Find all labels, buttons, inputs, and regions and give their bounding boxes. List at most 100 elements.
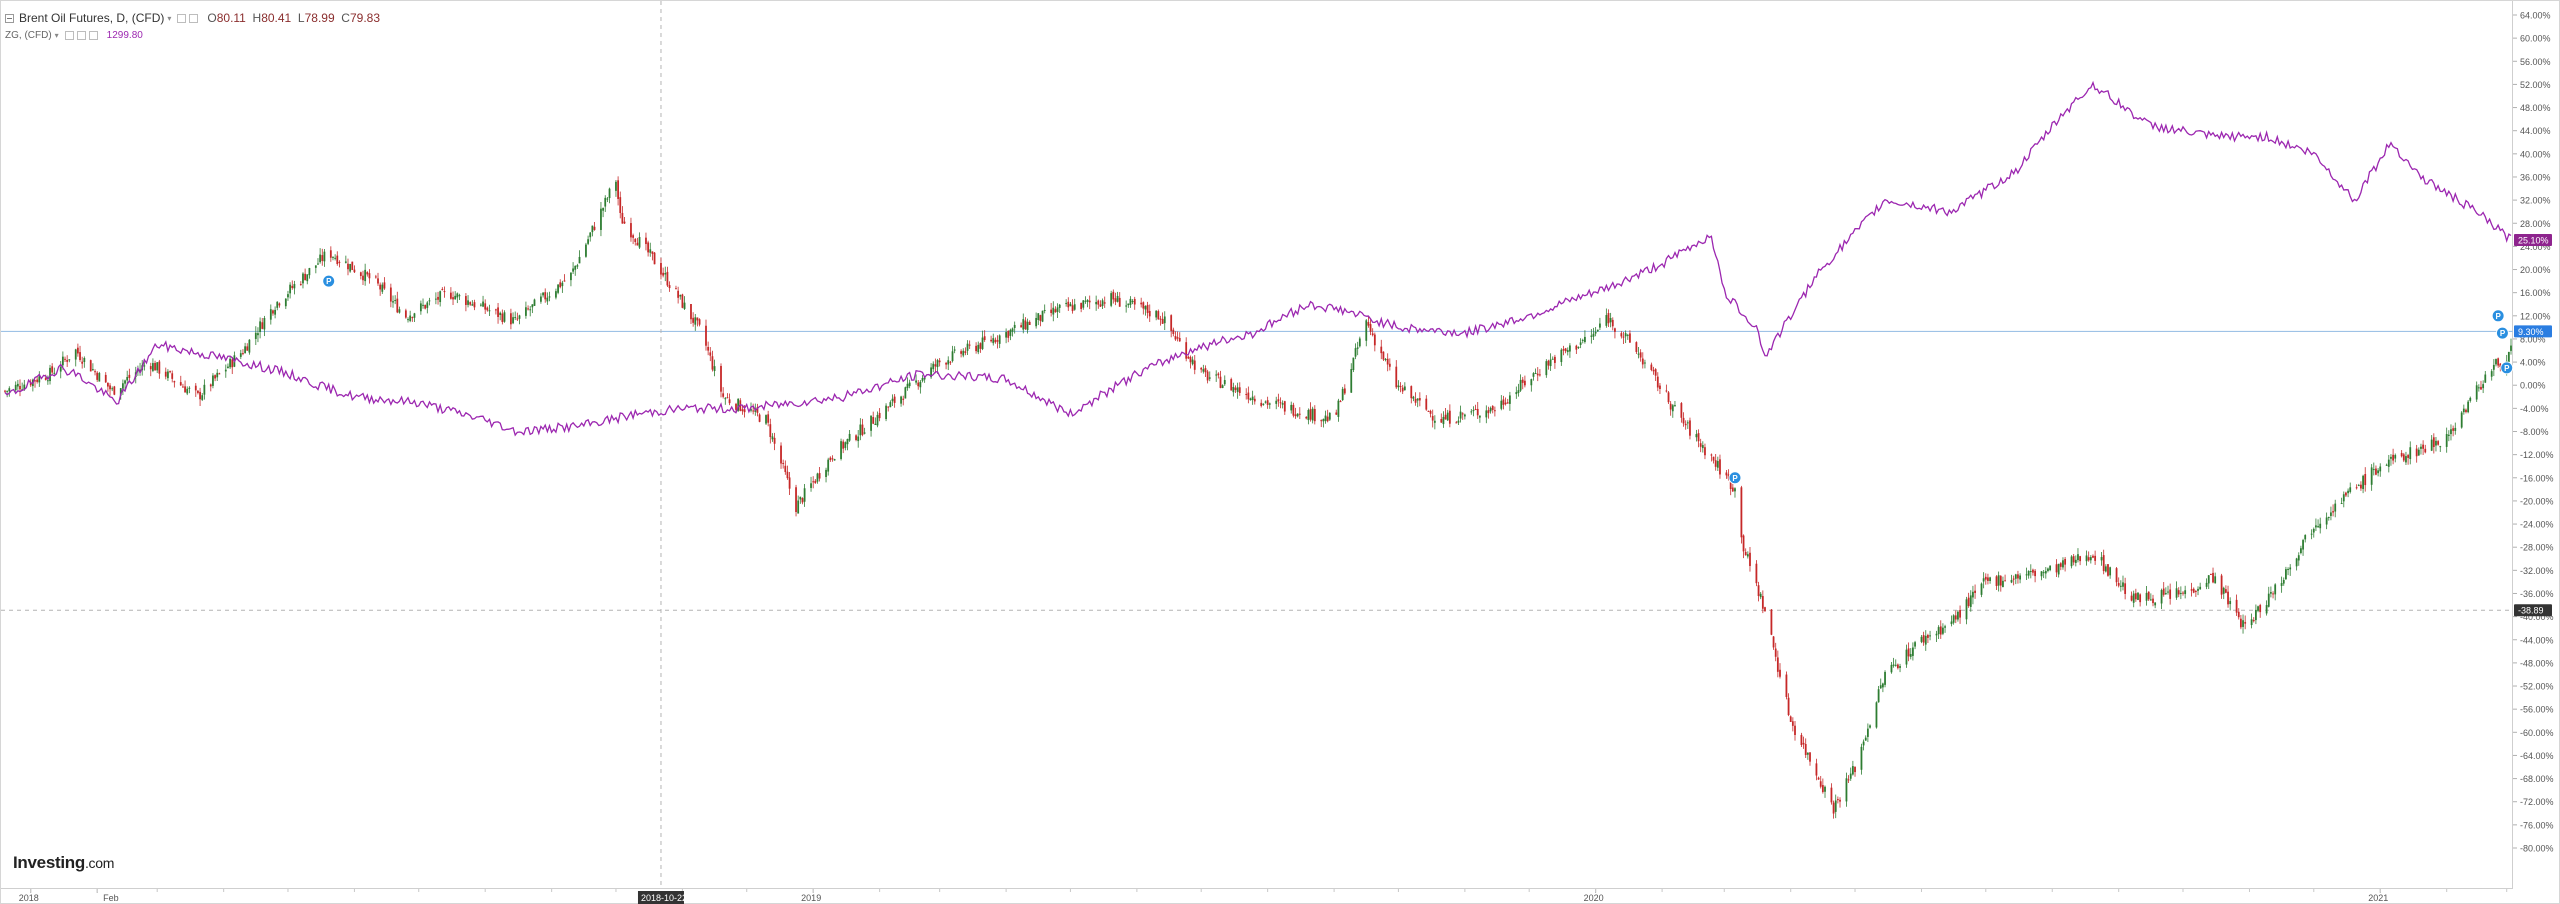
candle-body	[818, 473, 821, 479]
candle-body	[244, 346, 246, 354]
candle-body	[308, 268, 311, 276]
compare-series-title[interactable]: ZG, (CFD)	[5, 29, 52, 41]
candle-body	[1689, 420, 1691, 436]
candle-body	[1129, 298, 1132, 305]
candle-body	[2469, 397, 2472, 401]
y-tick-label: 48.00%	[2520, 103, 2551, 113]
candle-body	[994, 339, 997, 343]
candle-body	[1824, 786, 1826, 792]
crosshair-value-badge: -38.89	[2514, 604, 2552, 617]
candle-body	[366, 272, 369, 275]
collapse-icon[interactable]	[5, 13, 14, 23]
candle-body	[1050, 309, 1053, 313]
candle-body	[797, 500, 800, 514]
candle-body	[1251, 396, 1254, 400]
candle-body	[353, 269, 356, 273]
candle-body	[6, 390, 9, 392]
candle-body	[546, 297, 549, 302]
candle-body	[179, 382, 182, 386]
p-circle-icon[interactable]: P	[2491, 309, 2505, 323]
candle-body	[497, 307, 499, 317]
candle-body	[651, 251, 654, 254]
p-circle-icon[interactable]: P	[1728, 471, 1742, 485]
candle-body	[902, 398, 905, 400]
candle-body	[456, 293, 459, 298]
x-axis[interactable]: 2018 Feb 2019 2020 2021	[19, 889, 2508, 903]
candle-body	[1581, 339, 1584, 341]
candle-body	[1534, 373, 1537, 375]
candle-body	[769, 424, 772, 438]
candle-body	[2164, 593, 2167, 595]
candle-body	[844, 442, 847, 448]
candle-body	[1545, 361, 1548, 376]
candle-body	[2495, 359, 2497, 365]
candle-body	[1266, 400, 1269, 405]
y-tick-label: -48.00%	[2520, 658, 2554, 668]
y-axis[interactable]: 64.00% 60.00% 56.00% 52.00% 48.00% 44.00% 40.0…	[2513, 11, 2554, 854]
close-icon[interactable]	[189, 13, 199, 23]
candle-body	[1624, 333, 1627, 337]
settings-icon[interactable]	[177, 13, 187, 23]
candle-body	[2139, 594, 2142, 603]
candle-body	[1714, 460, 1717, 467]
candle-body	[649, 249, 652, 253]
eye-icon[interactable]	[64, 30, 74, 40]
candle-body	[2137, 592, 2139, 600]
candle-body	[1431, 415, 1434, 421]
candle-body	[1073, 304, 1076, 310]
candle-body	[872, 417, 875, 424]
candle-body	[1656, 376, 1659, 388]
candle-body	[2109, 567, 2112, 576]
candle-body	[917, 382, 920, 387]
candle-body	[1178, 337, 1181, 342]
candle-body	[1744, 551, 1747, 556]
compare-series-legend[interactable]: ZG, (CFD) ▾ 1299.80	[5, 27, 380, 43]
candle-body	[1425, 398, 1428, 410]
plot-area[interactable]	[1, 1, 2513, 889]
candle-body	[1999, 576, 2002, 586]
candle-body	[374, 276, 377, 278]
candle-body	[1577, 346, 1580, 348]
candle-body	[2074, 559, 2077, 563]
candle-body	[287, 294, 289, 298]
candle-body	[2244, 622, 2247, 624]
y-tick-label: 0.00%	[2520, 381, 2546, 391]
settings-icon[interactable]	[76, 30, 86, 40]
candle-body	[2175, 588, 2178, 598]
y-tick-label: -40.00%	[2520, 612, 2554, 622]
p-circle-icon[interactable]: P	[2500, 361, 2514, 375]
main-series-legend[interactable]: Brent Oil Futures, D, (CFD) ▾ O80.11 H80…	[5, 9, 380, 27]
candle-body	[1446, 412, 1449, 421]
candle-body	[722, 393, 725, 397]
close-icon[interactable]	[88, 30, 98, 40]
candle-body	[833, 459, 836, 461]
y-tick-label: 12.00%	[2520, 311, 2551, 321]
candle-body	[452, 297, 454, 300]
candle-body	[1337, 400, 1340, 417]
main-series-title[interactable]: Brent Oil Futures, D, (CFD)	[19, 11, 165, 25]
candle-body	[1609, 317, 1612, 323]
investing-logo[interactable]: Investing.com	[13, 853, 114, 873]
p-circle-icon[interactable]: P	[2495, 326, 2509, 340]
chevron-down-icon[interactable]: ▾	[54, 30, 59, 40]
candle-body	[589, 232, 592, 238]
candle-body	[2467, 401, 2470, 413]
candle-body	[359, 272, 362, 276]
candle-body	[1328, 412, 1331, 420]
candle-body	[2222, 587, 2225, 594]
candle-body	[1959, 609, 1961, 618]
candle-body	[1637, 353, 1640, 355]
chevron-down-icon[interactable]: ▾	[167, 13, 172, 23]
low-label: L	[297, 11, 305, 25]
candle-body	[861, 424, 864, 435]
candle-body	[1112, 291, 1115, 300]
candle-body	[1035, 317, 1038, 327]
candle-body	[2147, 591, 2150, 600]
candle-body	[1536, 373, 1539, 376]
candle-body	[254, 332, 257, 339]
candle-body	[2370, 467, 2373, 485]
candle-body	[840, 441, 842, 459]
p-circle-icon[interactable]: P	[322, 274, 336, 288]
